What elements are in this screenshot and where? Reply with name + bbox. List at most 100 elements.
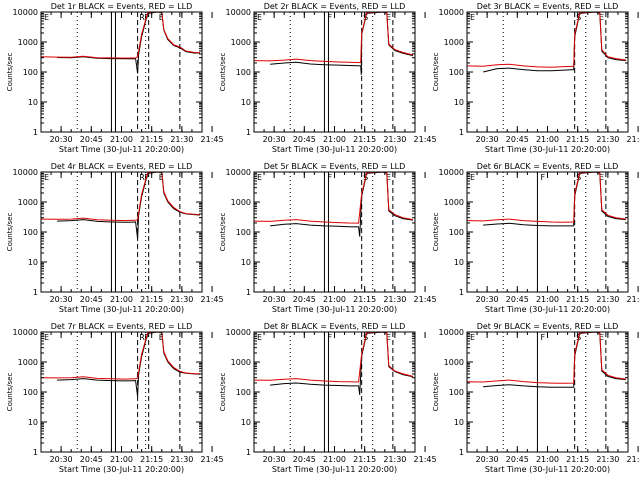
y-tick-label: 1 [459, 448, 464, 457]
y-tick-label: 10000 [13, 168, 38, 177]
x-tick-label: 21:15 [353, 295, 376, 304]
x-tick-label: 21:30 [383, 295, 406, 304]
marker-lines [76, 172, 181, 292]
x-tick-label: 21:30 [170, 455, 193, 464]
x-tick-label: 21:00 [323, 135, 346, 144]
y-tick-label: 10 [241, 418, 251, 427]
x-tick-label: 21:45 [414, 295, 437, 304]
y-tick-label: 1000 [18, 38, 38, 47]
y-axis-ticks [467, 171, 628, 293]
x-tick-label: 20:45 [80, 455, 103, 464]
marker-label: F [327, 173, 332, 182]
y-tick-label: 1000 [444, 198, 464, 207]
x-tick-label: 21:00 [323, 295, 346, 304]
x-tick-label: 21:00 [110, 135, 133, 144]
y-axis-label: Counts/sec [432, 373, 440, 412]
x-tick-label: 21:15 [566, 295, 589, 304]
x-tick-label: 21:15 [140, 295, 163, 304]
y-axis-ticks [41, 331, 202, 453]
x-tick-label: 21:45 [627, 295, 640, 304]
plot-title: Det 2r BLACK = Events, RED = LLD [264, 2, 406, 11]
y-tick-label: 1000 [18, 358, 38, 367]
x-tick-label: 20:30 [263, 295, 286, 304]
series-line-lld [40, 11, 201, 59]
y-tick-label: 100 [23, 388, 38, 397]
x-tick-label: 21:00 [536, 455, 559, 464]
marker-lines [502, 332, 607, 452]
x-tick-label: 21:00 [536, 135, 559, 144]
y-axis-ticks [254, 331, 415, 453]
marker-label: E [599, 13, 604, 22]
marker-label: E [386, 333, 391, 342]
y-tick-label: 100 [236, 388, 251, 397]
y-axis-label: Counts/sec [219, 53, 227, 92]
y-axis-label: Counts/sec [219, 373, 227, 412]
x-tick-label: 20:45 [80, 135, 103, 144]
y-axis-label: Counts/sec [432, 53, 440, 92]
y-tick-label: 10000 [439, 8, 464, 17]
y-tick-label: 10000 [439, 168, 464, 177]
plot-title: Det 9r BLACK = Events, RED = LLD [477, 322, 619, 331]
marker-label: R [139, 13, 145, 22]
y-tick-label: 10 [454, 258, 464, 267]
marker-label: E [159, 173, 164, 182]
x-tick-label: 20:45 [506, 295, 529, 304]
y-tick-label: 10000 [226, 8, 251, 17]
x-tick-label: 20:30 [50, 135, 73, 144]
y-axis-ticks [41, 171, 202, 293]
x-tick-label: 20:45 [506, 135, 529, 144]
x-tick-label: 21:30 [596, 295, 619, 304]
plot-title: Det 3r BLACK = Events, RED = LLD [477, 2, 619, 11]
x-tick-label: 21:15 [353, 135, 376, 144]
plot-title: Det 8r BLACK = Events, RED = LLD [264, 322, 406, 331]
x-tick-label: 21:30 [596, 135, 619, 144]
y-axis-label: Counts/sec [6, 373, 14, 412]
y-tick-label: 10 [454, 98, 464, 107]
plot-title: Det 4r BLACK = Events, RED = LLD [51, 162, 193, 171]
marker-label: E [257, 173, 262, 182]
series-line-lld [466, 11, 627, 68]
x-tick-label: 21:15 [566, 455, 589, 464]
y-axis-ticks [467, 11, 628, 133]
x-tick-label: 20:45 [80, 295, 103, 304]
marker-label: E [599, 333, 604, 342]
y-axis-label: Counts/sec [6, 53, 14, 92]
y-axis-ticks [254, 171, 415, 293]
plot-title: Det 7r BLACK = Events, RED = LLD [51, 322, 193, 331]
marker-lines [289, 12, 394, 132]
x-axis-label: Start Time (30-Jul-11 20:20:00) [485, 145, 610, 154]
y-tick-label: 100 [449, 388, 464, 397]
x-axis-ticks [263, 12, 426, 132]
marker-label: E [159, 13, 164, 22]
plot-axes-frame [466, 171, 629, 293]
x-axis-label: Start Time (30-Jul-11 20:20:00) [272, 145, 397, 154]
x-axis-label: Start Time (30-Jul-11 20:20:00) [272, 305, 397, 314]
x-tick-label: 20:45 [293, 455, 316, 464]
x-tick-label: 21:00 [536, 295, 559, 304]
y-tick-label: 1000 [231, 358, 251, 367]
x-tick-label: 20:30 [50, 455, 73, 464]
y-tick-label: 100 [449, 228, 464, 237]
marker-lines [76, 332, 181, 452]
marker-label: F [540, 333, 545, 342]
marker-label: E [470, 13, 475, 22]
series-line-events [483, 171, 627, 227]
y-axis-ticks [41, 11, 202, 133]
x-axis-ticks [50, 172, 213, 292]
series-line-lld [253, 11, 414, 64]
plot-axes-frame [253, 171, 416, 293]
marker-label: E [470, 333, 475, 342]
x-axis-label: Start Time (30-Jul-11 20:20:00) [59, 305, 184, 314]
x-tick-label: 21:30 [383, 135, 406, 144]
x-tick-label: 21:45 [627, 135, 640, 144]
y-tick-label: 10 [454, 418, 464, 427]
y-axis-label: Counts/sec [6, 213, 14, 252]
y-tick-label: 1 [33, 448, 38, 457]
series-line-lld [466, 171, 627, 223]
y-axis-ticks [254, 11, 415, 133]
marker-label: F [327, 333, 332, 342]
